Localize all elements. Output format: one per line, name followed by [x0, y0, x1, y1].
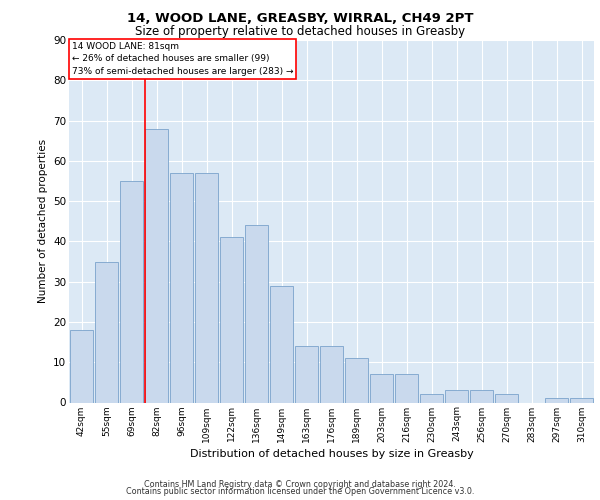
- Bar: [295, 346, 318, 403]
- Text: 14, WOOD LANE, GREASBY, WIRRAL, CH49 2PT: 14, WOOD LANE, GREASBY, WIRRAL, CH49 2PT: [127, 12, 473, 26]
- Text: Contains HM Land Registry data © Crown copyright and database right 2024.: Contains HM Land Registry data © Crown c…: [144, 480, 456, 489]
- Bar: [420, 394, 443, 402]
- Bar: [195, 173, 218, 402]
- Text: Contains public sector information licensed under the Open Government Licence v3: Contains public sector information licen…: [126, 487, 474, 496]
- Bar: [345, 358, 368, 403]
- Bar: [145, 128, 168, 402]
- Bar: [320, 346, 343, 403]
- Text: Size of property relative to detached houses in Greasby: Size of property relative to detached ho…: [135, 25, 465, 38]
- Text: 14 WOOD LANE: 81sqm
← 26% of detached houses are smaller (99)
73% of semi-detach: 14 WOOD LANE: 81sqm ← 26% of detached ho…: [71, 42, 293, 76]
- Bar: [545, 398, 568, 402]
- Bar: [495, 394, 518, 402]
- Bar: [95, 262, 118, 402]
- Bar: [445, 390, 468, 402]
- X-axis label: Distribution of detached houses by size in Greasby: Distribution of detached houses by size …: [190, 448, 473, 458]
- Bar: [170, 173, 193, 402]
- Bar: [70, 330, 93, 402]
- Bar: [270, 286, 293, 403]
- Bar: [120, 181, 143, 402]
- Y-axis label: Number of detached properties: Number of detached properties: [38, 139, 47, 304]
- Bar: [245, 226, 268, 402]
- Bar: [470, 390, 493, 402]
- Bar: [220, 238, 243, 402]
- Bar: [570, 398, 593, 402]
- Bar: [370, 374, 393, 402]
- Bar: [395, 374, 418, 402]
